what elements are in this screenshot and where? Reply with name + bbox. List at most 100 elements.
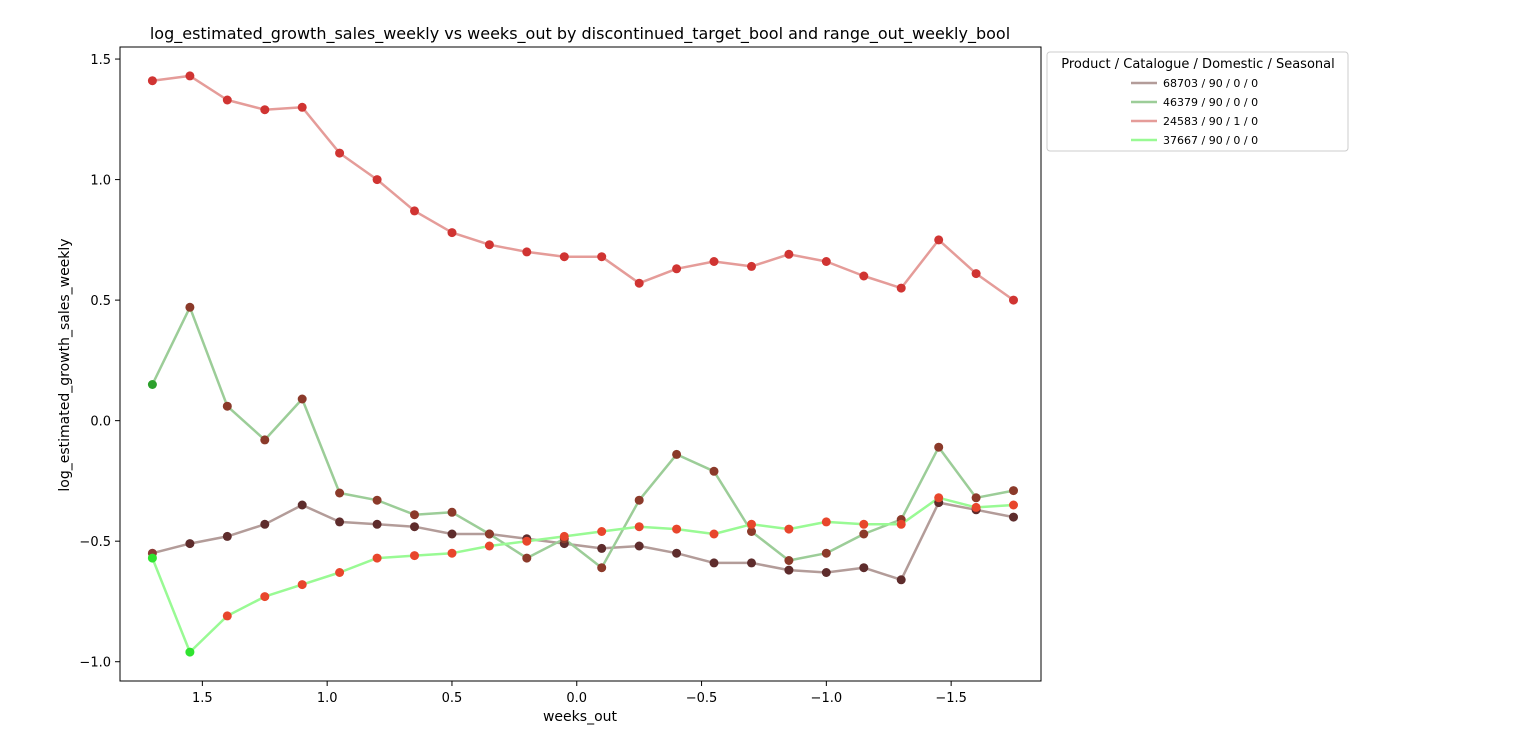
data-point xyxy=(747,527,756,536)
data-point xyxy=(672,449,682,459)
data-point xyxy=(447,507,457,517)
data-point xyxy=(634,278,644,288)
data-point xyxy=(634,522,644,532)
data-point xyxy=(522,247,532,257)
chart-title: log_estimated_growth_sales_weekly vs wee… xyxy=(150,24,1010,44)
data-point xyxy=(597,543,607,553)
data-point xyxy=(559,252,569,262)
legend-label: 46379 / 90 / 0 / 0 xyxy=(1163,96,1258,109)
data-point xyxy=(484,541,494,551)
data-point xyxy=(222,611,232,621)
data-point xyxy=(709,466,719,476)
data-point xyxy=(297,500,307,510)
legend-label: 24583 / 90 / 1 / 0 xyxy=(1163,115,1258,128)
data-point xyxy=(297,102,307,112)
data-point xyxy=(335,517,345,527)
data-point xyxy=(859,519,869,529)
data-point xyxy=(672,264,682,274)
data-point xyxy=(747,519,756,529)
data-point xyxy=(410,206,419,216)
x-tick-label: −0.5 xyxy=(686,691,718,706)
plot-frame xyxy=(119,46,1042,682)
data-point xyxy=(372,519,382,529)
legend: Product / Catalogue / Domestic / Seasona… xyxy=(1046,51,1349,152)
data-point xyxy=(522,553,532,563)
data-point xyxy=(934,493,944,503)
data-point xyxy=(147,380,157,389)
data-point xyxy=(260,519,270,529)
data-point xyxy=(222,401,232,411)
data-point xyxy=(484,529,494,539)
y-tick-label: 0.0 xyxy=(90,415,111,430)
y-axis-label: log_estimated_growth_sales_weekly xyxy=(57,238,73,491)
data-point xyxy=(971,493,981,503)
data-point xyxy=(859,529,869,539)
data-point xyxy=(1009,295,1018,305)
data-point xyxy=(260,435,270,445)
data-point xyxy=(260,592,270,602)
data-point xyxy=(597,527,607,536)
data-point xyxy=(784,565,794,575)
x-tick-label: 0.0 xyxy=(566,691,587,706)
data-point xyxy=(634,495,644,505)
data-point xyxy=(597,563,607,573)
x-tick-label: 0.5 xyxy=(442,691,463,706)
x-tick-label: −1.5 xyxy=(935,691,967,706)
data-point xyxy=(522,536,532,546)
series-layer xyxy=(147,71,1018,657)
x-tick-label: 1.0 xyxy=(317,691,338,706)
data-point xyxy=(709,529,719,539)
data-point xyxy=(896,519,906,529)
data-point xyxy=(185,302,195,312)
data-point xyxy=(222,95,232,105)
y-tick-label: 1.5 xyxy=(90,53,111,68)
data-point xyxy=(934,235,944,245)
data-point xyxy=(185,539,195,549)
legend-title: Product / Catalogue / Domestic / Seasona… xyxy=(1061,57,1334,72)
data-point xyxy=(372,553,382,563)
y-tick-label: −1.0 xyxy=(79,656,111,671)
data-point xyxy=(971,502,981,512)
data-point xyxy=(784,556,794,565)
y-tick-label: 1.0 xyxy=(90,174,111,189)
data-point xyxy=(410,522,419,532)
data-point xyxy=(297,394,307,404)
data-point xyxy=(1009,500,1018,510)
series-line-1 xyxy=(152,501,1014,582)
data-point xyxy=(672,548,682,558)
data-point xyxy=(447,228,457,238)
data-point xyxy=(859,563,869,573)
data-point xyxy=(896,283,906,293)
data-point xyxy=(372,495,382,505)
data-point xyxy=(784,524,794,534)
data-point xyxy=(709,558,719,568)
x-axis-label: weeks_out xyxy=(543,709,618,725)
data-point xyxy=(410,551,419,561)
data-point xyxy=(447,529,457,539)
data-point xyxy=(222,531,232,541)
data-point xyxy=(934,442,944,452)
x-axis: 1.5 1.0 0.5 0.0 −0.5 −1.0 −1.5 xyxy=(192,681,967,706)
data-point xyxy=(297,580,307,590)
data-point xyxy=(185,71,195,81)
data-point xyxy=(709,257,719,266)
legend-entries: 68703 / 90 / 0 / 0 46379 / 90 / 0 / 0 2458… xyxy=(1131,77,1258,147)
series-line-3 xyxy=(152,74,1015,302)
data-point xyxy=(672,524,682,534)
data-point xyxy=(747,261,756,271)
series-line-2 xyxy=(151,306,1014,569)
data-point xyxy=(1009,512,1018,522)
data-point xyxy=(335,488,345,498)
data-point xyxy=(747,558,756,568)
data-point xyxy=(185,647,195,657)
data-point xyxy=(784,249,794,259)
data-point xyxy=(410,510,419,520)
data-point xyxy=(821,517,831,527)
data-point xyxy=(147,76,157,86)
y-tick-label: 0.5 xyxy=(90,294,111,309)
data-point xyxy=(335,148,345,158)
legend-label: 68703 / 90 / 0 / 0 xyxy=(1163,77,1258,90)
data-point xyxy=(559,531,569,541)
data-point xyxy=(821,257,831,266)
